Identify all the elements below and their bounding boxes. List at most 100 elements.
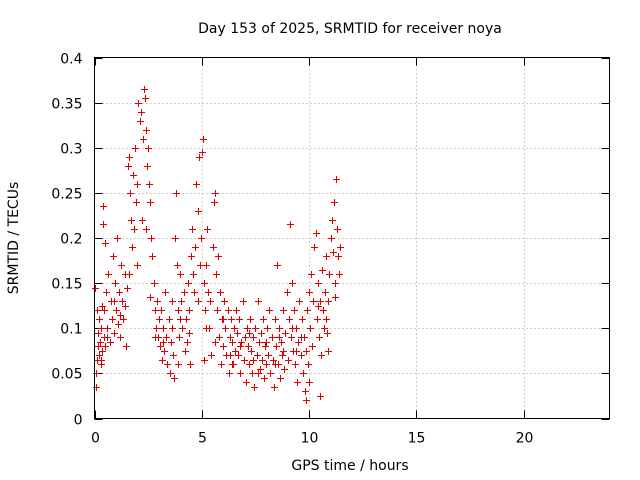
data-points [92, 86, 344, 404]
data-point [311, 244, 318, 251]
data-point [226, 370, 233, 377]
data-point [123, 343, 130, 350]
data-point [288, 334, 295, 341]
plot-frame [94, 57, 610, 419]
grid [94, 57, 610, 419]
data-point [149, 253, 156, 260]
data-point [227, 334, 234, 341]
data-point [135, 100, 142, 107]
data-point [252, 325, 259, 332]
data-point [334, 226, 341, 233]
data-point [249, 370, 256, 377]
data-point [139, 217, 146, 224]
data-point [246, 330, 253, 337]
data-point [164, 361, 171, 368]
data-point [229, 361, 236, 368]
data-point [228, 316, 235, 323]
data-point [303, 348, 310, 355]
data-point [95, 330, 102, 337]
data-point [294, 379, 301, 386]
data-point [94, 307, 101, 314]
data-point [183, 316, 190, 323]
data-point [336, 271, 343, 278]
data-point [193, 181, 200, 188]
data-point [128, 217, 135, 224]
data-point [111, 330, 118, 337]
data-point [110, 253, 117, 260]
data-point [211, 199, 218, 206]
data-point [107, 339, 114, 346]
data-point [203, 325, 210, 332]
y-tick-label: 0 [74, 413, 83, 429]
data-point [280, 348, 287, 355]
data-point [120, 316, 127, 323]
data-point [331, 199, 338, 206]
data-point [102, 240, 109, 247]
data-point [146, 181, 153, 188]
data-point [203, 262, 210, 269]
y-tick-label: 0.2 [60, 232, 82, 248]
data-point [332, 294, 339, 301]
data-point [309, 343, 316, 350]
data-point [282, 330, 289, 337]
data-point [134, 262, 141, 269]
data-point [112, 280, 119, 287]
data-point [229, 339, 236, 346]
data-point [129, 244, 136, 251]
data-point [179, 325, 186, 332]
data-point [330, 249, 337, 256]
data-point [302, 388, 309, 395]
data-point [140, 136, 147, 143]
data-point [300, 370, 307, 377]
data-point [210, 244, 217, 251]
data-point [255, 298, 262, 305]
data-point [235, 352, 242, 359]
data-point [284, 289, 291, 296]
data-point [306, 379, 313, 386]
data-point [103, 289, 110, 296]
data-point [279, 352, 286, 359]
data-point [278, 339, 285, 346]
data-point [100, 203, 107, 210]
data-point [271, 384, 278, 391]
data-point [264, 325, 271, 332]
data-point [335, 253, 342, 260]
data-point [104, 334, 111, 341]
data-point [171, 375, 178, 382]
data-point [163, 334, 170, 341]
data-point [147, 199, 154, 206]
data-point [99, 303, 106, 310]
data-point [162, 289, 169, 296]
data-point [178, 298, 185, 305]
y-tick-label: 0.05 [51, 367, 82, 383]
data-point [102, 343, 109, 350]
data-point [124, 285, 131, 292]
data-point [313, 230, 320, 237]
data-point [325, 298, 332, 305]
data-point [145, 145, 152, 152]
data-point [269, 334, 276, 341]
data-point [259, 357, 266, 364]
y-tick-label: 0.3 [60, 142, 82, 158]
data-point [315, 303, 322, 310]
data-point [270, 357, 277, 364]
data-point [170, 352, 177, 359]
data-point [188, 253, 195, 260]
data-point [246, 361, 253, 368]
y-tick-label: 0.25 [51, 187, 82, 203]
data-point [204, 226, 211, 233]
data-point [292, 361, 299, 368]
data-point [116, 289, 123, 296]
data-point [117, 334, 124, 341]
data-point [187, 361, 194, 368]
data-point [172, 235, 179, 242]
data-point [181, 289, 188, 296]
data-point [328, 235, 335, 242]
data-point [263, 339, 270, 346]
data-point [176, 334, 183, 341]
data-point [167, 370, 174, 377]
data-point [276, 334, 283, 341]
data-point [285, 357, 292, 364]
data-point [221, 298, 228, 305]
data-point [320, 307, 327, 314]
